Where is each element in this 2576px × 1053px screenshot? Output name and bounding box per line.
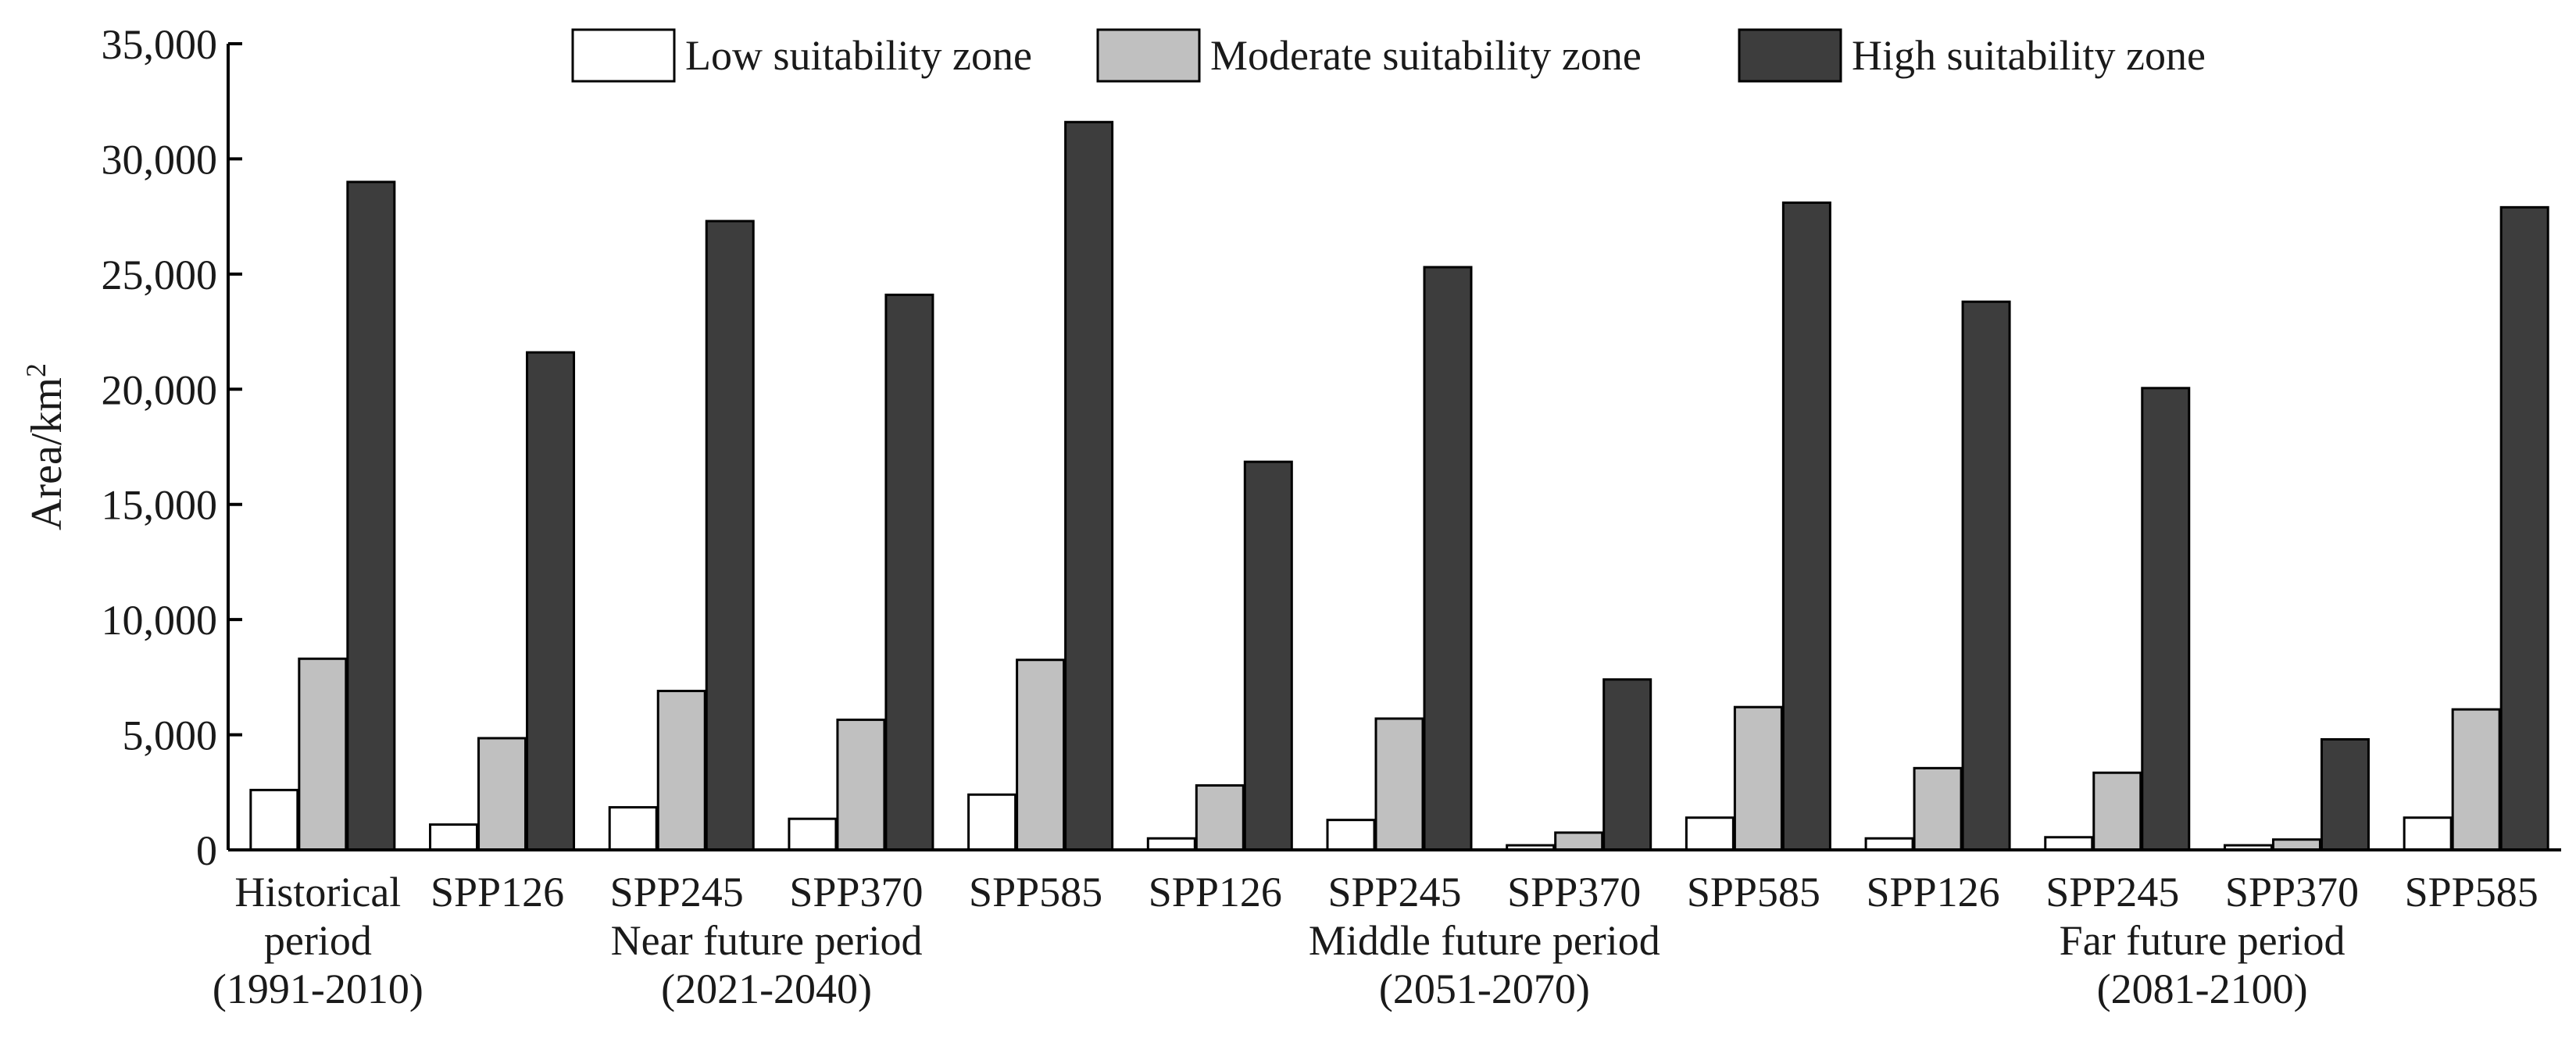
period-group-label: Near future period (2021-2040) <box>611 917 923 1012</box>
x-tick-label: SPP126 <box>431 869 564 916</box>
y-axis-ticks <box>228 42 242 851</box>
bar-high-suitability-zone <box>1423 266 1473 851</box>
period-group-label: Far future period (2081-2100) <box>2060 917 2346 1012</box>
bar-low-suitability-zone <box>788 817 838 851</box>
bar-high-suitability-zone <box>2320 737 2370 851</box>
y-tick-label: 30,000 <box>102 136 218 183</box>
bar-moderate-suitability-zone <box>656 690 706 851</box>
bar-low-suitability-zone <box>967 793 1017 851</box>
bar-high-suitability-zone <box>1961 300 2011 851</box>
legend-swatch <box>1738 28 1842 83</box>
y-tick-label: 5,000 <box>123 712 218 759</box>
y-axis-label-text: Area/km <box>23 377 71 530</box>
x-tick-label: SPP370 <box>789 869 923 916</box>
bar-moderate-suitability-zone <box>2092 771 2142 851</box>
bar-high-suitability-zone <box>2499 205 2549 851</box>
period-group-label: Middle future period (2051-2070) <box>1309 917 1660 1012</box>
legend-label: Low suitability zone <box>685 32 1032 79</box>
x-tick-label: SPP126 <box>1867 869 2000 916</box>
bar-high-suitability-zone <box>1781 201 1831 851</box>
y-tick-label: 10,000 <box>102 597 218 644</box>
x-tick-label: SPP585 <box>2405 869 2538 916</box>
y-axis-label: Area/km2 <box>20 363 71 530</box>
x-tick-label: Historical period (1991-2010) <box>213 869 423 1012</box>
bar-low-suitability-zone <box>249 788 299 851</box>
legend: Low suitability zone Moderate suitability… <box>571 28 2206 83</box>
bar-moderate-suitability-zone <box>836 718 886 851</box>
bar-high-suitability-zone <box>705 220 755 851</box>
bar-high-suitability-zone <box>1602 678 1652 851</box>
y-tick-label: 15,000 <box>102 482 218 529</box>
bar-high-suitability-zone <box>1243 460 1293 851</box>
y-tick-labels: 0 5,000 10,000 15,000 20,000 25,000 30,000 35,0… <box>102 21 218 874</box>
period-group-labels: Near future period (2021-2040) Middle futu… <box>611 917 2346 1012</box>
legend-label: Moderate suitability zone <box>1210 32 1642 79</box>
y-tick-label: 35,000 <box>102 21 218 68</box>
legend-swatch <box>571 28 676 83</box>
bar-moderate-suitability-zone <box>298 657 348 851</box>
bar-moderate-suitability-zone <box>1913 766 1963 851</box>
bar-low-suitability-zone <box>1326 819 1376 851</box>
bars <box>249 120 2549 851</box>
legend-swatch <box>1096 28 1201 83</box>
x-tick-label: SPP245 <box>1327 869 1461 916</box>
bar-moderate-suitability-zone <box>2451 708 2501 851</box>
x-tick-label: SPP126 <box>1149 869 1282 916</box>
bar-moderate-suitability-zone <box>1733 705 1783 851</box>
bar-moderate-suitability-zone <box>1195 784 1245 851</box>
y-tick-label: 25,000 <box>102 252 218 298</box>
bar-low-suitability-zone <box>2403 816 2453 851</box>
bar-moderate-suitability-zone <box>477 737 527 851</box>
bar-high-suitability-zone <box>346 180 396 851</box>
y-tick-label: 0 <box>196 827 217 874</box>
bar-low-suitability-zone <box>1146 837 1196 851</box>
x-tick-label: SPP370 <box>1507 869 1641 916</box>
bar-moderate-suitability-zone <box>1554 831 1604 851</box>
bar-low-suitability-zone <box>608 805 658 851</box>
bar-high-suitability-zone <box>1064 120 1114 851</box>
x-tick-label: SPP245 <box>610 869 744 916</box>
bar-low-suitability-zone <box>429 823 479 851</box>
y-tick-label: 20,000 <box>102 366 218 413</box>
bar-high-suitability-zone <box>526 351 576 851</box>
bar-low-suitability-zone <box>1685 816 1735 851</box>
x-tick-label: SPP585 <box>969 869 1102 916</box>
bar-moderate-suitability-zone <box>1374 717 1424 851</box>
x-tick-label: SPP245 <box>2045 869 2179 916</box>
bar-low-suitability-zone <box>2044 836 2094 851</box>
x-tick-label: SPP585 <box>1687 869 1820 916</box>
y-axis-label-superscript: 2 <box>20 363 52 377</box>
bar-high-suitability-zone <box>2141 387 2191 851</box>
x-tick-labels: Historical period (1991-2010)SPP126 SPP245 S… <box>213 869 2538 1012</box>
legend-label: High suitability zone <box>1852 32 2206 79</box>
bar-high-suitability-zone <box>884 293 934 851</box>
bar-moderate-suitability-zone <box>1016 659 1066 851</box>
bar-low-suitability-zone <box>1864 837 1914 851</box>
x-tick-label: SPP370 <box>2225 869 2359 916</box>
